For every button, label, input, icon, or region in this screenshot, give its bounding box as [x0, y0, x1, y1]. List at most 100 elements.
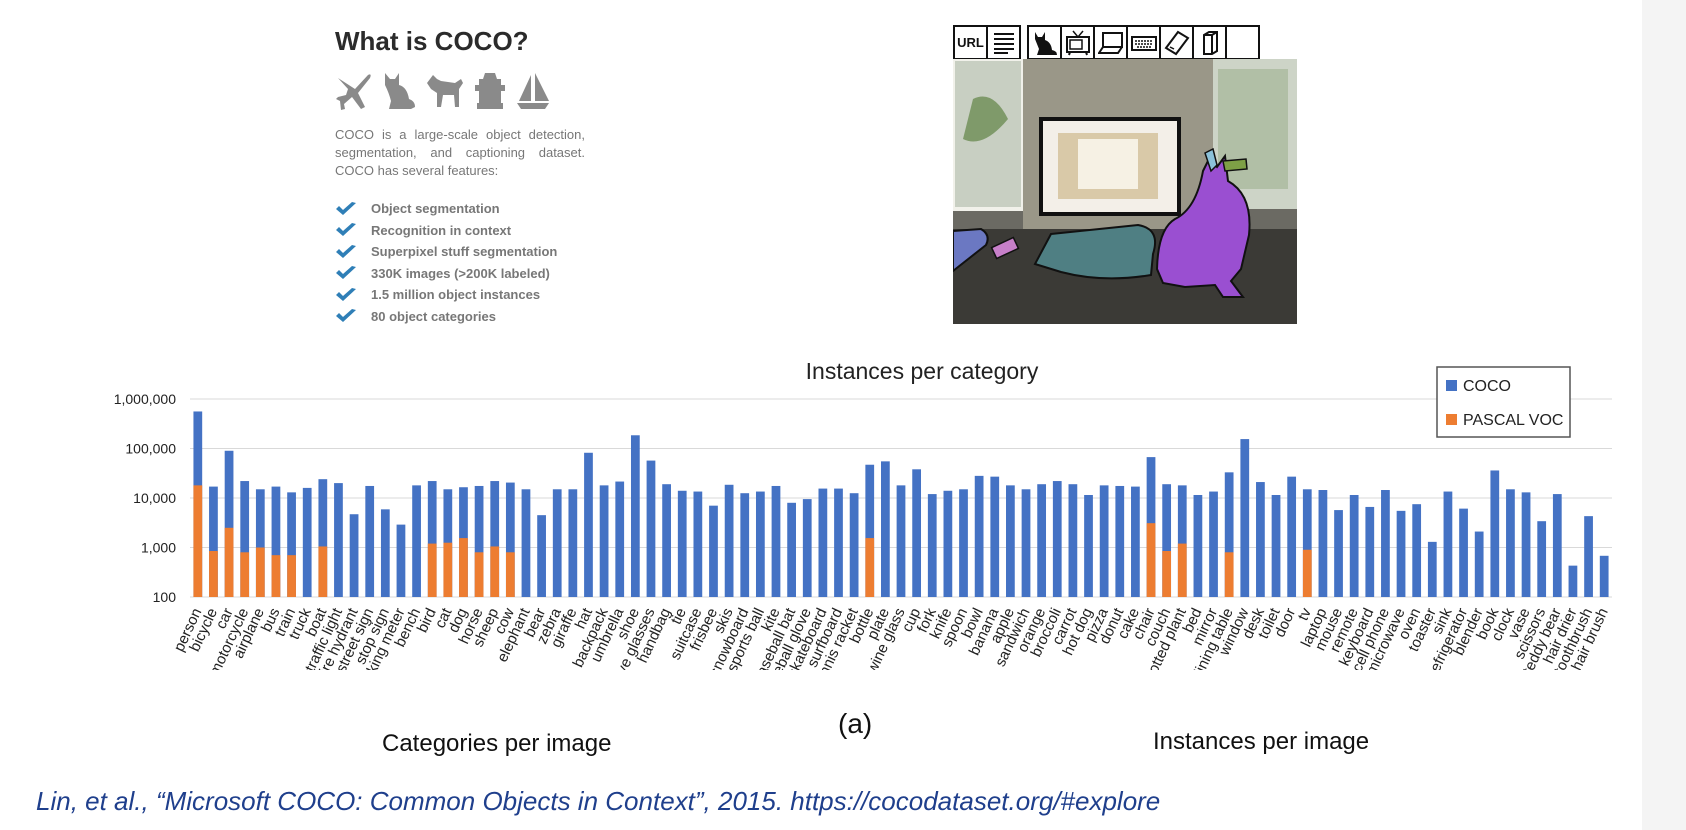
bar-coco	[1209, 491, 1218, 597]
bar-coco	[1396, 510, 1406, 597]
bar-coco	[896, 485, 906, 597]
laptop-category-button[interactable]	[1093, 25, 1128, 60]
bar-pascal-voc	[318, 546, 328, 597]
bar-pascal-voc	[271, 555, 281, 597]
bar-pascal-voc	[474, 552, 484, 597]
y-tick-label: 10,000	[133, 490, 176, 506]
bar-coco	[880, 461, 890, 597]
caption-button[interactable]	[986, 25, 1021, 60]
bar-coco	[474, 485, 484, 597]
bar-pascal-voc	[287, 555, 296, 597]
keyboard-category-button[interactable]	[1126, 25, 1161, 60]
bar-coco	[740, 493, 750, 597]
bar-coco	[1287, 476, 1297, 597]
intro-description: COCO is a large-scale object detection, …	[335, 127, 585, 178]
bar-coco	[615, 481, 625, 597]
tv-category-button[interactable]	[1060, 25, 1095, 60]
url-button[interactable]: URL	[953, 25, 988, 60]
intro-title: What is COCO?	[335, 26, 529, 56]
bar-coco	[490, 481, 500, 597]
right-margin-strip	[1642, 0, 1686, 830]
feature-item: Object segmentation	[335, 198, 585, 220]
bar-coco	[521, 489, 531, 597]
x-axis-labels: personbicyclecarmotorcycleairplanebustra…	[171, 605, 1612, 670]
legend-swatch-pascal-voc	[1446, 414, 1457, 425]
bar-coco	[412, 485, 421, 597]
feature-item: Superpixel stuff segmentation	[335, 241, 585, 263]
instances-per-image-caption: Instances per image	[1153, 728, 1370, 755]
bar-coco	[709, 505, 718, 597]
bar-coco	[1459, 508, 1468, 597]
bar-coco	[240, 481, 250, 597]
legend-swatch-coco	[1446, 380, 1457, 391]
bar-coco	[1115, 485, 1125, 597]
bar-coco	[646, 460, 656, 597]
cat-icon	[385, 73, 415, 109]
bar-coco	[537, 515, 546, 597]
bar-coco	[1318, 490, 1328, 597]
cell-phone-icon	[1164, 30, 1189, 55]
bar-coco	[630, 435, 640, 597]
airplane-icon	[336, 74, 371, 110]
bar-pascal-voc	[1177, 543, 1187, 597]
cell-phone-category-button[interactable]	[1159, 25, 1194, 60]
keyboard-icon	[1130, 35, 1157, 51]
y-tick-label: 100,000	[125, 441, 176, 457]
bar-pascal-voc	[865, 538, 875, 597]
bar-pascal-voc	[1224, 552, 1234, 597]
bar-pascal-voc	[427, 543, 437, 597]
feature-item: 330K images (>200K labeled)	[335, 263, 585, 285]
bar-coco	[1193, 494, 1203, 597]
checkmark-icon	[335, 244, 357, 260]
book-category-button[interactable]	[1192, 25, 1227, 60]
bar-coco	[1006, 485, 1015, 597]
bar-coco	[1021, 489, 1031, 597]
panel-label: (a)	[838, 708, 873, 739]
instances-per-category-chart: 100 1,000 10,000 100,000 1,000,000 personbic…	[114, 358, 1612, 670]
bar-coco	[943, 490, 953, 597]
y-tick-label: 100	[153, 589, 177, 605]
bar-coco	[927, 494, 937, 597]
explore-toolbar: URL	[953, 25, 1297, 60]
bar-coco	[365, 485, 375, 597]
bar-pascal-voc	[240, 552, 250, 597]
bar-coco	[334, 483, 343, 597]
bar-coco	[1490, 470, 1500, 597]
bar-pascal-voc	[505, 552, 515, 597]
feature-item: Recognition in context	[335, 220, 585, 242]
bar-pascal-voc	[1146, 523, 1156, 597]
bar-coco	[1099, 485, 1109, 597]
bar-coco	[1365, 506, 1375, 597]
bar-coco	[802, 499, 812, 597]
checkmark-icon	[335, 308, 357, 324]
bar-coco	[1068, 484, 1078, 597]
bar-coco	[1224, 472, 1234, 597]
annotated-desk-photo	[953, 59, 1297, 324]
x-tick-label: tie	[668, 606, 690, 628]
bar-coco	[1162, 484, 1172, 597]
bar-coco	[1537, 521, 1547, 597]
cat-category-button[interactable]	[1027, 25, 1062, 60]
bar-coco	[1568, 565, 1578, 597]
bar-coco	[1381, 490, 1390, 597]
intro-icons	[335, 70, 585, 112]
bar-coco	[1256, 482, 1265, 597]
bar-coco	[1037, 484, 1047, 597]
bar-coco	[1427, 541, 1437, 597]
bar-coco	[599, 485, 609, 597]
bar-coco	[1131, 486, 1140, 597]
bar-coco	[1412, 504, 1422, 597]
empty-category-button[interactable]	[1225, 25, 1260, 60]
bar-coco	[380, 509, 390, 597]
legend-label-coco: COCO	[1463, 378, 1511, 395]
bar-coco	[677, 490, 687, 597]
y-tick-label: 1,000,000	[114, 391, 176, 407]
bar-pascal-voc	[193, 485, 203, 597]
bar-pascal-voc	[443, 542, 453, 597]
feature-item: 1.5 million object instances	[335, 284, 585, 306]
checkmark-icon	[335, 201, 357, 217]
bar-coco	[771, 485, 781, 597]
book-icon	[1202, 30, 1218, 55]
bar-coco	[1334, 510, 1343, 597]
bar-pascal-voc	[459, 538, 468, 597]
